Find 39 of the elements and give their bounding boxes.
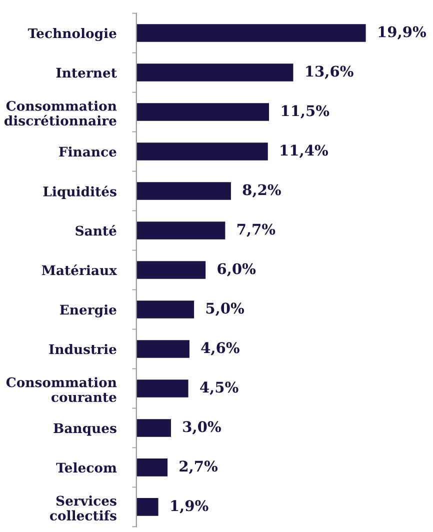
- y-tick-label: Consommation discrétionnaire: [4, 100, 117, 126]
- bar: [136, 24, 366, 42]
- y-tick-label: Internet: [56, 68, 117, 78]
- data-label: 19,9%: [378, 26, 426, 40]
- y-tick-label: Technologie: [28, 28, 116, 41]
- y-tick-label: Energie: [60, 304, 116, 318]
- data-label: 11,5%: [282, 105, 330, 118]
- data-label: 13,6%: [306, 66, 354, 79]
- bar: [136, 380, 188, 398]
- data-label: 4,5%: [200, 382, 238, 395]
- y-tick-label: Matériaux: [42, 264, 118, 276]
- data-label: 1,9%: [171, 500, 208, 514]
- data-label: 7,7%: [237, 224, 276, 237]
- bar: [136, 498, 158, 516]
- y-tick-label: Finance: [59, 146, 116, 157]
- y-tick-label: Liquidités: [43, 186, 116, 200]
- bar: [136, 300, 194, 318]
- data-label: 5,0%: [206, 302, 244, 316]
- bar: [136, 261, 206, 279]
- y-tick-label: Telecom: [56, 462, 117, 473]
- bar: [136, 103, 270, 121]
- data-label: 6,0%: [218, 263, 256, 276]
- data-label: 3,0%: [183, 421, 221, 434]
- data-label: 2,7%: [180, 460, 218, 474]
- y-tick-label: Services collectifs: [50, 496, 116, 521]
- data-label: 8,2%: [242, 184, 281, 198]
- bar: [136, 419, 171, 437]
- y-tick-label: Banques: [54, 423, 116, 436]
- bar: [136, 340, 190, 358]
- bar: [136, 458, 168, 476]
- y-tick-label: Santé: [76, 224, 116, 236]
- y-tick-label: Industrie: [49, 344, 116, 354]
- bar: [136, 182, 231, 200]
- bar: [136, 142, 268, 160]
- data-label: 4,6%: [201, 342, 240, 356]
- data-label: 11,4%: [280, 144, 328, 158]
- bar: [136, 222, 226, 240]
- bar: [136, 64, 294, 82]
- y-tick-label: Consommation courante: [6, 377, 117, 402]
